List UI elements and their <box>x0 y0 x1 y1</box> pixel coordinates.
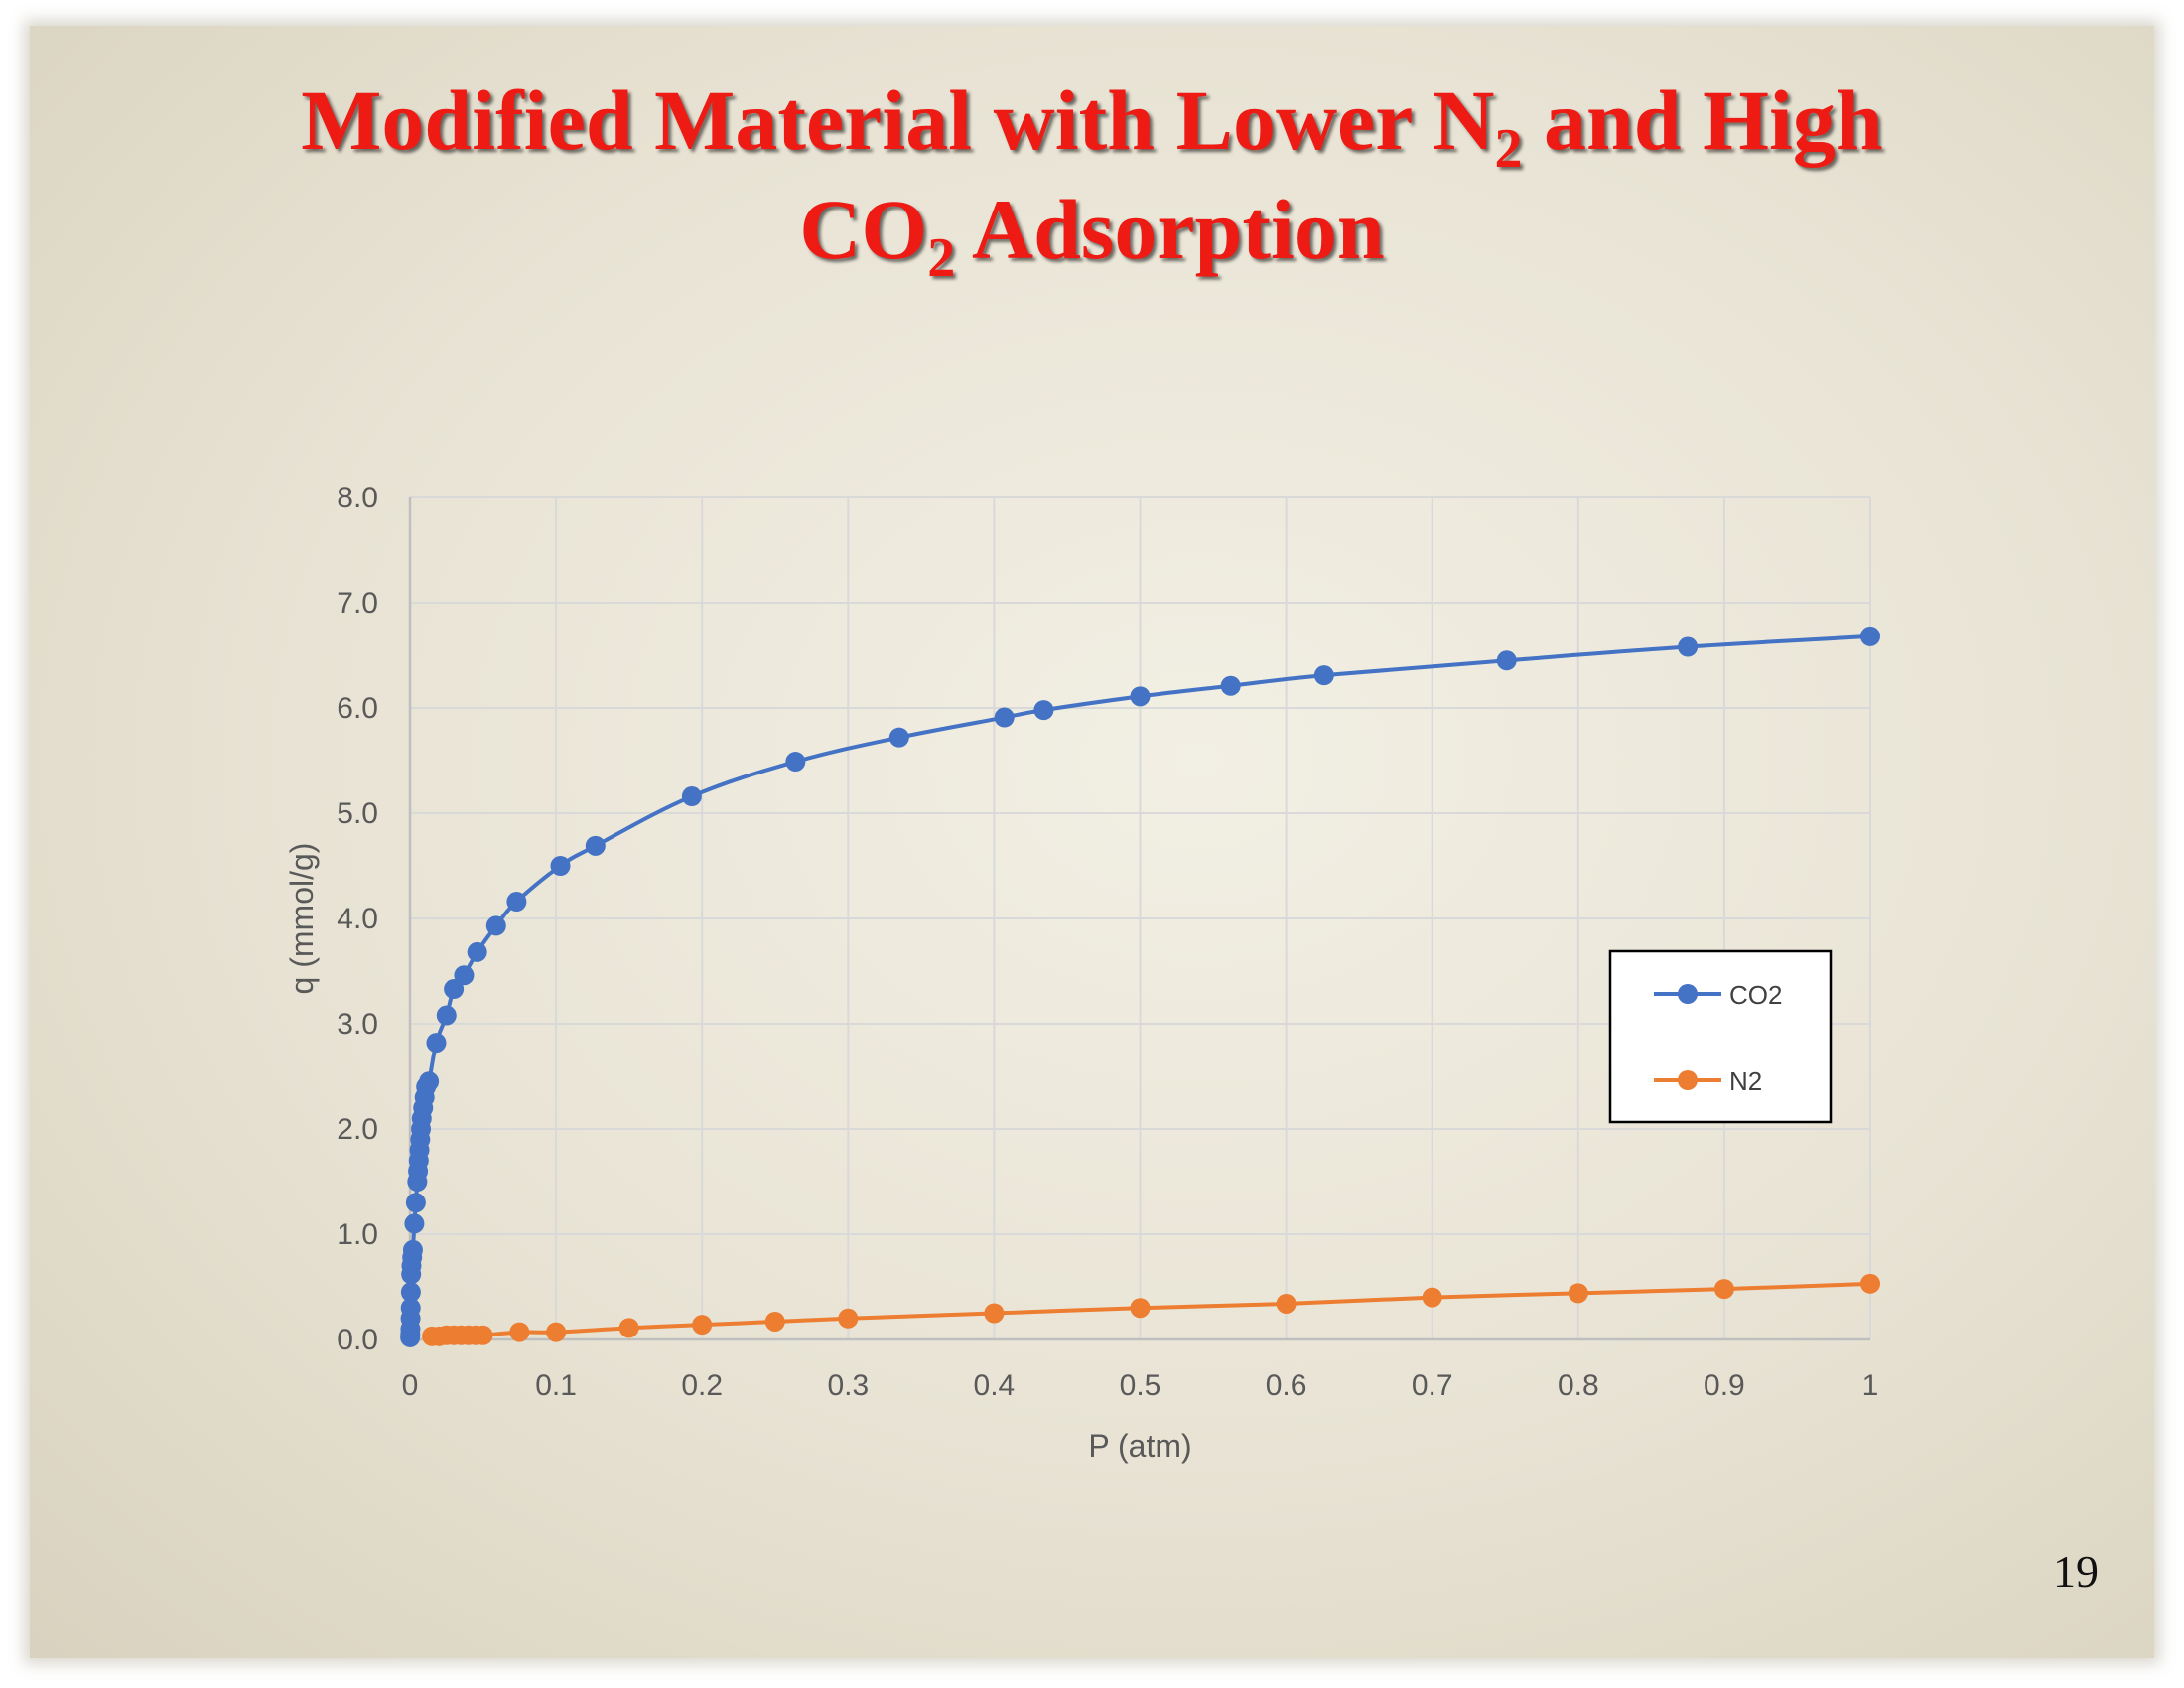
slide-background <box>30 26 2154 1658</box>
y-tick-label: 7.0 <box>337 587 378 620</box>
title-text-part2: and High <box>1522 72 1883 168</box>
data-point-co2 <box>404 1213 425 1234</box>
data-point-co2 <box>585 835 606 856</box>
legend-marker-co2 <box>1678 984 1698 1004</box>
series-line-n2 <box>432 1281 1871 1338</box>
data-point-co2 <box>405 1193 426 1213</box>
title-subscript-co2: 2 <box>927 227 956 289</box>
data-point-n2 <box>1713 1279 1734 1300</box>
x-tick-label: 0.9 <box>1704 1369 1745 1402</box>
x-tick-label: 0.3 <box>827 1369 869 1402</box>
data-point-co2 <box>1678 636 1699 657</box>
data-point-co2 <box>994 707 1015 728</box>
data-point-n2 <box>838 1308 859 1329</box>
x-tick-label: 1 <box>1862 1369 1879 1402</box>
data-point-co2 <box>785 752 806 773</box>
data-point-co2 <box>436 1005 457 1026</box>
data-point-n2 <box>1276 1293 1297 1314</box>
series-n2 <box>422 1273 1880 1346</box>
data-point-n2 <box>984 1303 1005 1324</box>
x-tick-label: 0.5 <box>1120 1369 1161 1402</box>
title-subscript-n2: 2 <box>1494 118 1523 180</box>
data-point-n2 <box>1130 1298 1151 1319</box>
y-tick-label: 3.0 <box>337 1008 378 1041</box>
data-point-co2 <box>1860 626 1880 646</box>
x-tick-label: 0.8 <box>1558 1369 1599 1402</box>
data-point-co2 <box>467 941 487 962</box>
data-point-n2 <box>509 1322 530 1342</box>
y-tick-label: 8.0 <box>337 482 378 514</box>
y-axis-title: q (mmol/g) <box>284 843 320 995</box>
data-point-co2 <box>426 1033 447 1054</box>
data-point-n2 <box>764 1311 785 1332</box>
series-co2 <box>400 626 1880 1347</box>
x-tick-label: 0.4 <box>974 1369 1016 1402</box>
data-point-co2 <box>454 965 475 986</box>
data-point-co2 <box>888 727 909 748</box>
y-tick-label: 1.0 <box>337 1218 378 1251</box>
data-point-co2 <box>400 1298 421 1319</box>
data-point-co2 <box>444 979 465 1000</box>
data-point-n2 <box>692 1315 713 1336</box>
legend-box <box>1608 949 1833 1124</box>
chart-series <box>400 626 1880 1347</box>
data-point-co2 <box>400 1282 421 1303</box>
y-tick-label: 0.0 <box>337 1324 378 1356</box>
data-point-n2 <box>1860 1273 1880 1294</box>
data-point-n2 <box>546 1322 567 1342</box>
title-text-part3: CO <box>799 182 928 277</box>
data-point-co2 <box>402 1239 423 1260</box>
legend-marker-n2 <box>1678 1070 1698 1090</box>
x-tick-label: 0.7 <box>1412 1369 1453 1402</box>
page-number: 19 <box>2053 1546 2099 1597</box>
data-point-n2 <box>473 1325 493 1345</box>
title-text-part4: Adsorption <box>955 182 1385 277</box>
y-tick-label: 5.0 <box>337 797 378 830</box>
data-point-co2 <box>1033 700 1054 721</box>
x-axis-title: P (atm) <box>1088 1428 1191 1464</box>
slide-title: Modified Material with Lower N2 and High… <box>0 66 2184 286</box>
data-point-n2 <box>618 1318 639 1338</box>
x-tick-label: 0 <box>402 1369 419 1402</box>
x-tick-label: 0.2 <box>681 1369 723 1402</box>
chart-gridlines <box>409 496 1871 1340</box>
data-point-co2 <box>681 786 702 807</box>
data-point-n2 <box>1422 1287 1442 1308</box>
data-point-co2 <box>1220 675 1241 696</box>
data-point-co2 <box>1496 650 1517 671</box>
data-point-co2 <box>419 1071 440 1092</box>
y-tick-label: 2.0 <box>337 1113 378 1146</box>
data-point-co2 <box>1313 665 1334 686</box>
legend-label-n2: N2 <box>1729 1066 1762 1096</box>
data-point-co2 <box>506 892 527 913</box>
x-tick-label: 0.6 <box>1266 1369 1307 1402</box>
data-point-co2 <box>485 915 506 936</box>
y-tick-label: 6.0 <box>337 692 378 725</box>
data-point-co2 <box>550 856 571 876</box>
y-tick-label: 4.0 <box>337 903 378 935</box>
chart-legend: CO2 N2 <box>1608 949 1833 1124</box>
chart-axes: 0 0.1 0.2 0.3 0.4 0.5 0.6 0.7 0.8 0.9 1 0.0 1.0 2.0 3.… <box>337 482 1878 1402</box>
data-point-co2 <box>1130 686 1151 707</box>
title-text-part1: Modified Material with Lower N <box>301 72 1495 168</box>
x-tick-label: 0.1 <box>535 1369 577 1402</box>
data-point-n2 <box>1568 1283 1588 1304</box>
legend-label-co2: CO2 <box>1729 980 1782 1010</box>
